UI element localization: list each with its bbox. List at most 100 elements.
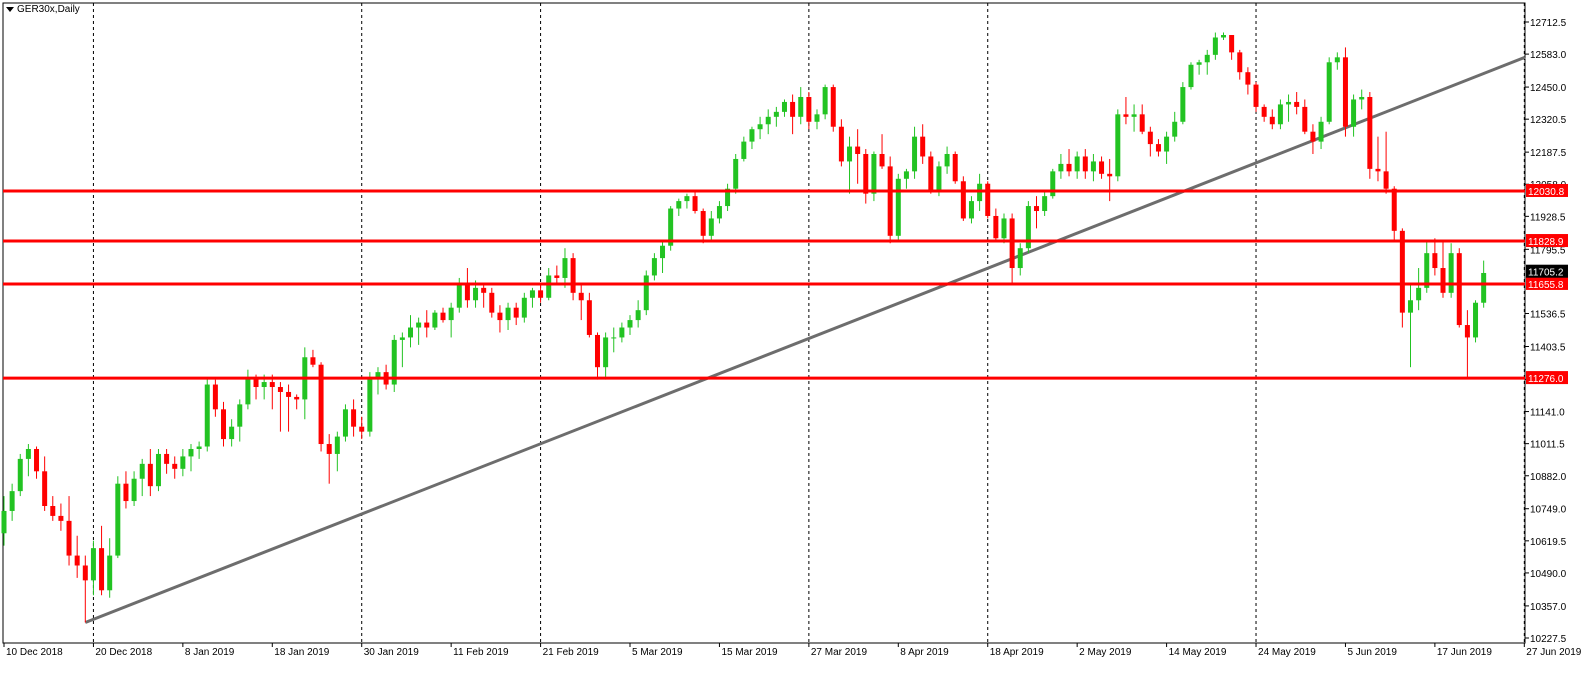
candle-body <box>773 111 779 117</box>
candle-body <box>692 196 698 212</box>
level-price-tag <box>1526 234 1568 248</box>
candle-body <box>310 357 316 365</box>
candle-body <box>432 312 438 328</box>
candle-body <box>1253 84 1259 107</box>
candle-body <box>603 337 609 368</box>
candle-body <box>481 287 487 293</box>
candle-body <box>1351 99 1357 127</box>
candle-body <box>245 377 251 405</box>
candle-body <box>700 211 706 236</box>
candle-body <box>1188 64 1194 88</box>
candle-body <box>1407 300 1413 313</box>
candle-body <box>1391 188 1397 231</box>
candle-body <box>416 322 422 328</box>
level-price-label: 11655.8 <box>1528 280 1564 291</box>
candle-body <box>58 515 64 521</box>
candle-body <box>651 258 657 276</box>
candle-body <box>1294 101 1300 107</box>
candle-body <box>351 409 357 427</box>
x-tick-label: 24 May 2019 <box>1258 647 1316 658</box>
candle-body <box>1131 114 1137 117</box>
candle-body <box>1383 171 1389 189</box>
x-tick-label: 21 Feb 2019 <box>543 647 600 658</box>
candle-body <box>1359 96 1365 100</box>
candle-body <box>1229 35 1235 53</box>
candle-body <box>895 178 901 236</box>
y-tick-label: 12320.5 <box>1530 115 1567 126</box>
candle-body <box>1017 248 1023 269</box>
level-price-tag <box>1526 183 1568 197</box>
y-tick-label: 10357.0 <box>1530 602 1567 613</box>
candle-body <box>944 154 950 167</box>
candle-body <box>1399 230 1405 313</box>
candle-body <box>855 146 861 154</box>
x-tick-label: 15 Mar 2019 <box>721 647 778 658</box>
candle-body <box>1001 218 1007 239</box>
candle-body <box>456 282 462 308</box>
candle-body <box>952 154 958 182</box>
candle-body <box>1042 196 1048 212</box>
candle-body <box>594 334 600 368</box>
candle-body <box>1221 35 1226 38</box>
candle-body <box>115 483 121 556</box>
x-tick-label: 17 Jun 2019 <box>1437 647 1492 658</box>
candle-body <box>139 463 145 479</box>
candle-body <box>440 312 446 321</box>
candle-body <box>424 322 430 328</box>
candle-body <box>367 377 373 432</box>
candle-body <box>920 136 926 157</box>
candle-body <box>172 463 178 469</box>
candle-body <box>903 171 909 179</box>
symbol-label: GER30x,Daily <box>17 4 80 15</box>
candle-body <box>42 471 48 506</box>
candle-body <box>212 384 218 410</box>
candle-body <box>1310 131 1316 142</box>
y-tick-label: 12187.5 <box>1530 148 1567 159</box>
candle-body <box>261 382 267 388</box>
candle-body <box>554 275 560 278</box>
candle-body <box>1082 156 1088 172</box>
candle-body <box>586 300 592 335</box>
candle-body <box>464 282 470 301</box>
candle-body <box>375 372 381 378</box>
candle-body <box>521 297 527 318</box>
candle-body <box>1269 116 1275 125</box>
candle-body <box>781 101 787 112</box>
x-tick-label: 18 Jan 2019 <box>274 647 329 658</box>
candle-body <box>74 555 80 566</box>
chart-menu-triangle-icon[interactable] <box>6 7 14 12</box>
level-price-label: 11276.0 <box>1528 374 1564 385</box>
x-tick-label: 5 Mar 2019 <box>632 647 683 658</box>
candle-body <box>221 409 227 440</box>
candle-body <box>204 384 210 447</box>
candle-body <box>489 292 495 313</box>
candle-body <box>1456 253 1462 326</box>
x-tick-label: 27 Mar 2019 <box>811 647 868 658</box>
x-tick-label: 20 Dec 2018 <box>95 647 152 658</box>
candle-body <box>34 448 40 472</box>
candle-body <box>1196 62 1202 65</box>
candle-body <box>838 126 844 162</box>
candle-body <box>790 101 796 117</box>
candle-body <box>1302 106 1308 132</box>
level-price-label: 12030.8 <box>1528 187 1565 198</box>
candle-body <box>1367 96 1373 169</box>
candle-body <box>90 548 96 581</box>
candle-body <box>863 154 869 194</box>
candle-body <box>912 136 918 172</box>
candle-body <box>985 183 991 216</box>
candle-body <box>497 312 503 321</box>
x-tick-label: 30 Jan 2019 <box>364 647 419 658</box>
candle-body <box>99 548 105 591</box>
candle-body <box>188 448 194 457</box>
candle-body <box>25 448 31 459</box>
x-tick-label: 11 Feb 2019 <box>453 647 509 658</box>
candle-body <box>847 146 853 162</box>
candle-body <box>318 364 324 445</box>
candle-body <box>529 290 535 298</box>
candle-body <box>180 456 186 469</box>
candle-body <box>253 377 259 388</box>
candle-body <box>1245 72 1251 85</box>
candle-body <box>887 166 893 236</box>
